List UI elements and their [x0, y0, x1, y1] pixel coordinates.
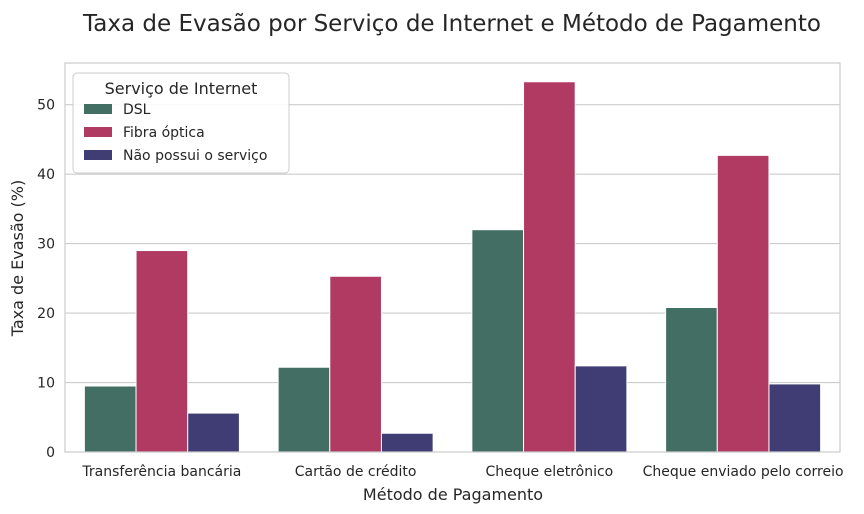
bar-fibra-ptica-0 — [135, 250, 189, 453]
x-tick-label: Transferência bancária — [81, 464, 241, 480]
legend-swatch — [84, 150, 112, 160]
bar-n-o-possui-o-servi-o-2 — [574, 365, 628, 453]
y-tick-label: 50 — [37, 98, 55, 114]
chart-title: Taxa de Evasão por Serviço de Internet e… — [82, 11, 821, 37]
legend-label: DSL — [123, 102, 151, 118]
legend-swatch — [84, 127, 112, 137]
bar-fibra-ptica-2 — [523, 81, 576, 453]
legend-label: Fibra óptica — [123, 125, 205, 141]
y-tick-labels: 0 10 20 30 40 50 — [37, 98, 55, 461]
bars — [83, 81, 822, 453]
y-tick-label: 30 — [37, 237, 55, 253]
x-tick-labels: Transferência bancária Cartão de crédito C… — [81, 464, 843, 480]
bar-n-o-possui-o-servi-o-3 — [768, 383, 822, 453]
x-tick-label: Cheque eletrônico — [486, 464, 614, 480]
plot-frame — [64, 62, 841, 453]
y-tick-label: 10 — [37, 376, 55, 392]
y-axis-label: Taxa de Evasão (%) — [8, 180, 27, 337]
legend-box — [72, 72, 290, 174]
legend-title: Serviço de Internet — [105, 79, 258, 98]
legend-label: Não possui o serviço — [123, 148, 267, 164]
bar-fibra-ptica-1 — [329, 275, 382, 453]
bar-dsl-1 — [277, 366, 331, 453]
y-tick-label: 20 — [37, 306, 55, 322]
bar-dsl-3 — [665, 307, 718, 453]
x-axis-label: Método de Pagamento — [363, 485, 543, 504]
bar-n-o-possui-o-servi-o-0 — [187, 412, 240, 453]
legend-items: DSL Fibra óptica Não possui o serviço — [84, 102, 267, 164]
bar-n-o-possui-o-servi-o-1 — [380, 432, 434, 453]
bar-fibra-ptica-3 — [716, 154, 770, 453]
legend-swatch — [84, 104, 112, 114]
y-tick-label: 0 — [46, 445, 55, 461]
legend: Serviço de Internet DSL Fibra óptica Não p… — [72, 72, 290, 174]
x-tick-label: Cartão de crédito — [295, 464, 417, 480]
bar-dsl-0 — [83, 385, 137, 453]
bar-dsl-2 — [471, 229, 525, 453]
x-tick-label: Cheque enviado pelo correio — [643, 464, 844, 480]
y-tick-label: 40 — [37, 167, 55, 183]
